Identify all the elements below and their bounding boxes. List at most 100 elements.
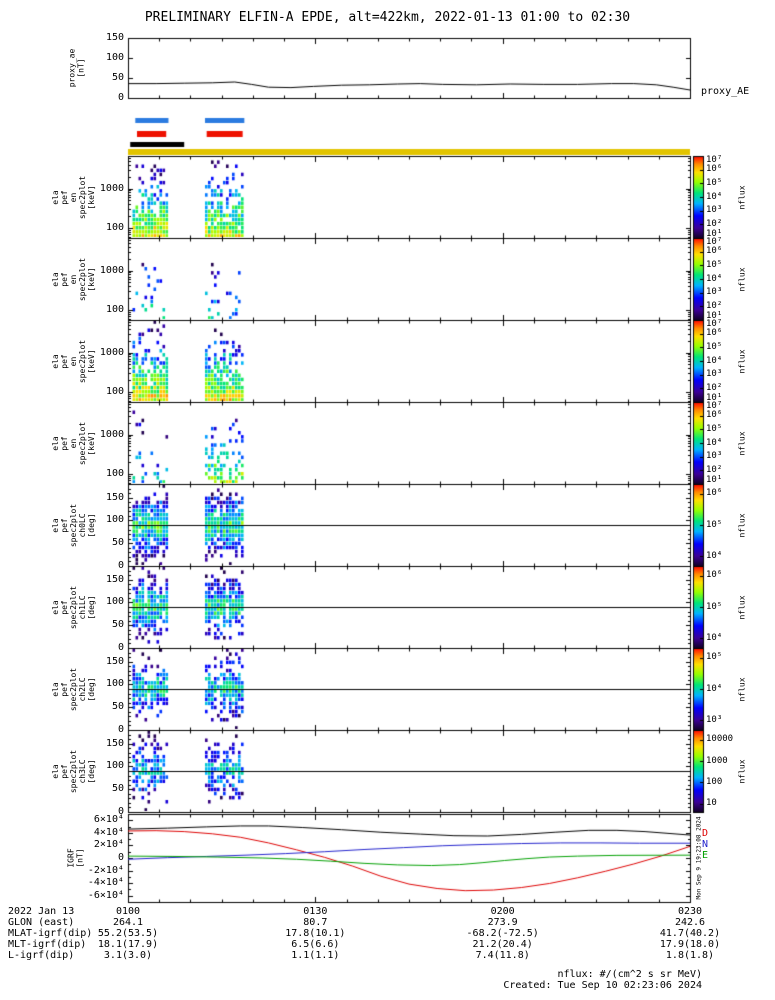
panel-7-colorbar-tick-label: 10: [706, 798, 717, 809]
panel-3-ytick-label: 100: [105, 467, 124, 479]
ephemeris-value: 1.1(1.1): [291, 950, 340, 961]
proxy-ytick-label: 0: [117, 92, 124, 103]
panel-3-colorbar-title: nflux: [697, 402, 775, 484]
panel-5-ytick-label: 100: [105, 596, 124, 608]
panel-7-ytick-label: 0: [117, 806, 124, 817]
panel-3-colorbar-tick-label: 10⁷: [706, 400, 723, 411]
panel-6-colorbar-tick-label: 10⁴: [706, 683, 723, 694]
proxy-ae-series-label: proxy_AE: [701, 86, 750, 97]
panel-3-ytick-label: 1000: [99, 428, 124, 440]
panel-4-ytick-label: 0: [117, 560, 124, 571]
panel-5-ytick-label: 150: [105, 573, 124, 585]
time-tick-label: 0130: [303, 906, 328, 917]
ephemeris-row-0-label: 2022 Jan 13: [8, 906, 75, 917]
panel-2-colorbar-title-text: nflux: [737, 348, 747, 374]
plot-title: PRELIMINARY ELFIN-A EPDE, alt=422km, 202…: [144, 10, 631, 25]
panel-3-colorbar-tick-label: 10⁵: [706, 423, 723, 434]
panel-2-colorbar-tick-label: 10⁴: [706, 355, 723, 366]
panel-1-ytick-label: 100: [105, 303, 124, 315]
panel-2-colorbar-tick-label: 10⁷: [706, 318, 723, 329]
panel-7-colorbar-title-text: nflux: [737, 758, 747, 784]
panel-3-colorbar-tick-label: 10⁴: [706, 437, 723, 448]
panel-0-colorbar-tick-label: 10²: [706, 218, 723, 229]
panel-4-ytick-label: 150: [105, 491, 124, 503]
igrf-legend-E: E: [702, 850, 709, 861]
panel-7-ytick-label: 150: [105, 737, 124, 749]
panel-5-colorbar-title-text: nflux: [737, 594, 747, 620]
igrf-ytick-label: 6×10⁴: [93, 814, 124, 826]
ephemeris-value: 3.1(3.0): [103, 950, 153, 961]
igrf-ytick-label: 2×10⁴: [93, 839, 124, 851]
panel-0-colorbar-tick-label: 10⁷: [706, 154, 723, 165]
panel-6-ytick-label: 0: [117, 724, 124, 735]
ephemeris-value: 273.9: [487, 917, 518, 928]
panel-5-colorbar-title: nflux: [697, 566, 775, 648]
panel-2-colorbar-title: nflux: [697, 320, 775, 402]
panel-1-colorbar-tick-label: 10²: [706, 300, 723, 311]
panel-0-colorbar-tick-label: 10³: [706, 205, 723, 216]
panel-4-colorbar-tick-label: 10⁴: [706, 550, 723, 561]
panel-7-colorbar-tick-label: 1000: [706, 755, 728, 766]
panel-2-colorbar-tick-label: 10³: [706, 369, 723, 380]
ephemeris-value: 6.5(6.6): [291, 939, 340, 950]
ephemeris-value: 17.8(10.1): [285, 928, 346, 939]
panel-1-ytick-label: 1000: [99, 264, 124, 276]
panel-7-colorbar-tick-label: 10000: [706, 734, 734, 745]
panel-3-colorbar-tick-label: 10⁶: [706, 410, 723, 421]
ephemeris-value: 80.7: [303, 917, 328, 928]
render-timestamp-text: Mon Sep 9 19:23:08 2024: [696, 816, 703, 900]
panel-5-ytick-label: 50: [111, 619, 124, 631]
ephemeris-row-1-label: GLON (east): [8, 917, 75, 928]
igrf-legend-N: N: [702, 839, 709, 850]
panel-6-colorbar-tick-label: 10³: [706, 714, 723, 725]
panel-2-colorbar-tick-label: 10⁵: [706, 341, 723, 352]
panel-3-colorbar-tick-label: 10³: [706, 451, 723, 462]
proxy-ytick-label: 100: [105, 52, 124, 63]
panel-6-colorbar-tick-label: 10⁵: [706, 652, 723, 663]
panel-4-colorbar-title: nflux: [697, 484, 775, 566]
panel-0-colorbar-tick-label: 10¹: [706, 228, 723, 239]
panel-1-colorbar-tick-label: 10³: [706, 287, 723, 298]
panel-4-colorbar-title-text: nflux: [737, 512, 747, 538]
panel-7-ytick-label: 100: [105, 760, 124, 772]
time-tick-label: 0230: [677, 906, 703, 917]
panel-1-colorbar-tick-label: 10⁷: [706, 236, 723, 247]
panel-0-ytick-label: 1000: [99, 182, 124, 194]
panel-6-ytick-label: 100: [105, 678, 124, 690]
panel-1-colorbar-tick-label: 10⁴: [706, 273, 723, 284]
panel-3-colorbar-tick-label: 10¹: [706, 474, 723, 485]
panel-2-ytick-label: 1000: [99, 346, 124, 358]
ephemeris-value: 7.4(11.8): [475, 950, 530, 961]
panel-6-ytick-label: 150: [105, 655, 124, 667]
panel-4-colorbar-tick-label: 10⁵: [706, 519, 723, 530]
time-tick-label: 0100: [115, 906, 141, 917]
nflux-units-note: nflux: #/(cm^2 s sr MeV): [557, 969, 703, 980]
ephemeris-row-3-label: MLT-igrf(dip): [8, 939, 87, 950]
panel-0-colorbar-tick-label: 10⁵: [706, 177, 723, 188]
panel-5-colorbar-tick-label: 10⁵: [706, 601, 723, 612]
created-timestamp: Created: Tue Sep 10 02:23:06 2024: [503, 980, 702, 991]
ephemeris-row-2-label: MLAT-igrf(dip): [8, 928, 93, 939]
time-tick-label: 0200: [490, 906, 515, 917]
panel-2-colorbar-tick-label: 10¹: [706, 392, 723, 403]
ephemeris-value: 17.9(18.0): [659, 939, 721, 950]
ephemeris-value: 41.7(40.2): [659, 928, 721, 939]
panel-0-colorbar-tick-label: 10⁴: [706, 191, 723, 202]
proxy-ytick-label: 50: [111, 72, 124, 83]
panel-0-colorbar-title-text: nflux: [737, 184, 747, 210]
igrf-ytick-label: 0: [117, 852, 124, 863]
igrf-ytick-label: -6×10⁴: [87, 889, 124, 901]
ephemeris-value: 264.1: [112, 917, 144, 928]
panel-3-colorbar-tick-label: 10²: [706, 464, 723, 475]
proxy-ytick-label: 150: [105, 32, 124, 43]
panel-6-ytick-label: 50: [111, 701, 124, 713]
ephemeris-value: 1.8(1.8): [665, 950, 715, 961]
igrf-ytick-label: -4×10⁴: [87, 877, 124, 889]
panel-1-colorbar-tick-label: 10¹: [706, 310, 723, 321]
panel-0-ytick-label: 100: [105, 221, 124, 233]
panel-5-colorbar-tick-label: 10⁴: [706, 632, 723, 643]
panel-5-colorbar-tick-label: 10⁶: [706, 570, 723, 581]
panel-3-colorbar-title-text: nflux: [737, 430, 747, 456]
ephemeris-value: 21.2(20.4): [472, 939, 533, 950]
panel-2-colorbar-tick-label: 10²: [706, 382, 723, 393]
